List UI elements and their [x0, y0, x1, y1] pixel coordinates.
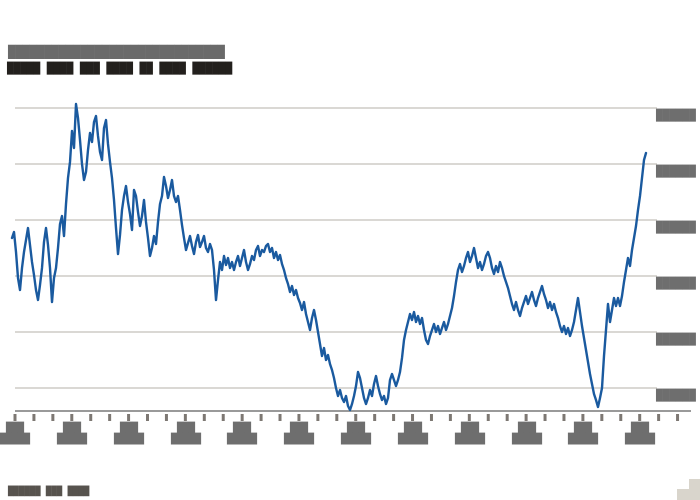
- data-series-line: [10, 102, 648, 412]
- x-label-line2: █████: [397, 434, 429, 445]
- x-label-line2: █████: [226, 434, 258, 445]
- x-label-line1: ███: [62, 423, 82, 434]
- x-label-line1: ███: [176, 423, 196, 434]
- x-label-line1: ███: [119, 423, 139, 434]
- y-axis-label-redacted: ██████: [656, 109, 696, 122]
- y-axis-label-redacted: ██████: [656, 165, 696, 178]
- x-axis-label-redacted: ███ █████: [114, 423, 144, 445]
- x-label-line2: █████: [624, 434, 656, 445]
- x-label-line1: ███: [517, 423, 537, 434]
- x-label-line1: ███: [630, 423, 650, 434]
- x-label-line2: █████: [340, 434, 372, 445]
- x-label-line2: █████: [567, 434, 599, 445]
- corner-mark-rect: [677, 489, 700, 500]
- x-label-line2: █████: [283, 434, 315, 445]
- x-label-line1: ███: [5, 423, 25, 434]
- chart-subtitle-redacted: █████ ████ ███ ████ ██ ████ ██████: [7, 62, 233, 75]
- x-axis-label-redacted: ███ █████: [625, 423, 655, 445]
- x-axis-label-redacted: ███ █████: [171, 423, 201, 445]
- x-axis-label-redacted: ███ █████: [57, 423, 87, 445]
- x-axis-label-redacted: ███ █████: [398, 423, 428, 445]
- x-label-line1: ███: [403, 423, 423, 434]
- y-axis-label-redacted: ██████: [656, 333, 696, 346]
- x-axis-label-redacted: ███ █████: [227, 423, 257, 445]
- x-label-line2: █████: [0, 434, 31, 445]
- corner-mark-rect: [689, 479, 700, 489]
- y-axis-label-redacted: ██████: [656, 221, 696, 234]
- y-axis-label-redacted: ██████: [656, 277, 696, 290]
- x-label-line1: ███: [232, 423, 252, 434]
- x-label-line1: ███: [289, 423, 309, 434]
- y-axis-label-redacted: ██████: [656, 389, 696, 402]
- x-label-line2: █████: [170, 434, 202, 445]
- x-label-line2: █████: [454, 434, 486, 445]
- x-axis-label-redacted: ███ █████: [455, 423, 485, 445]
- source-note-redacted: ██████ ███ ████ ████████ ████: [8, 465, 89, 500]
- x-label-line1: ███: [460, 423, 480, 434]
- x-axis-label-redacted: ███ █████: [0, 423, 30, 445]
- source-line-1: ██████ ███ ████: [8, 487, 90, 497]
- x-label-line2: █████: [56, 434, 88, 445]
- x-axis-label-redacted: ███ █████: [512, 423, 542, 445]
- x-label-line1: ███: [346, 423, 366, 434]
- x-label-line2: █████: [511, 434, 543, 445]
- chart-title-redacted: ██████████████████████████████: [8, 45, 225, 59]
- x-label-line2: █████: [113, 434, 145, 445]
- x-axis-label-redacted: ███ █████: [341, 423, 371, 445]
- x-axis-label-redacted: ███ █████: [284, 423, 314, 445]
- x-axis-label-redacted: ███ █████: [568, 423, 598, 445]
- x-label-line1: ███: [573, 423, 593, 434]
